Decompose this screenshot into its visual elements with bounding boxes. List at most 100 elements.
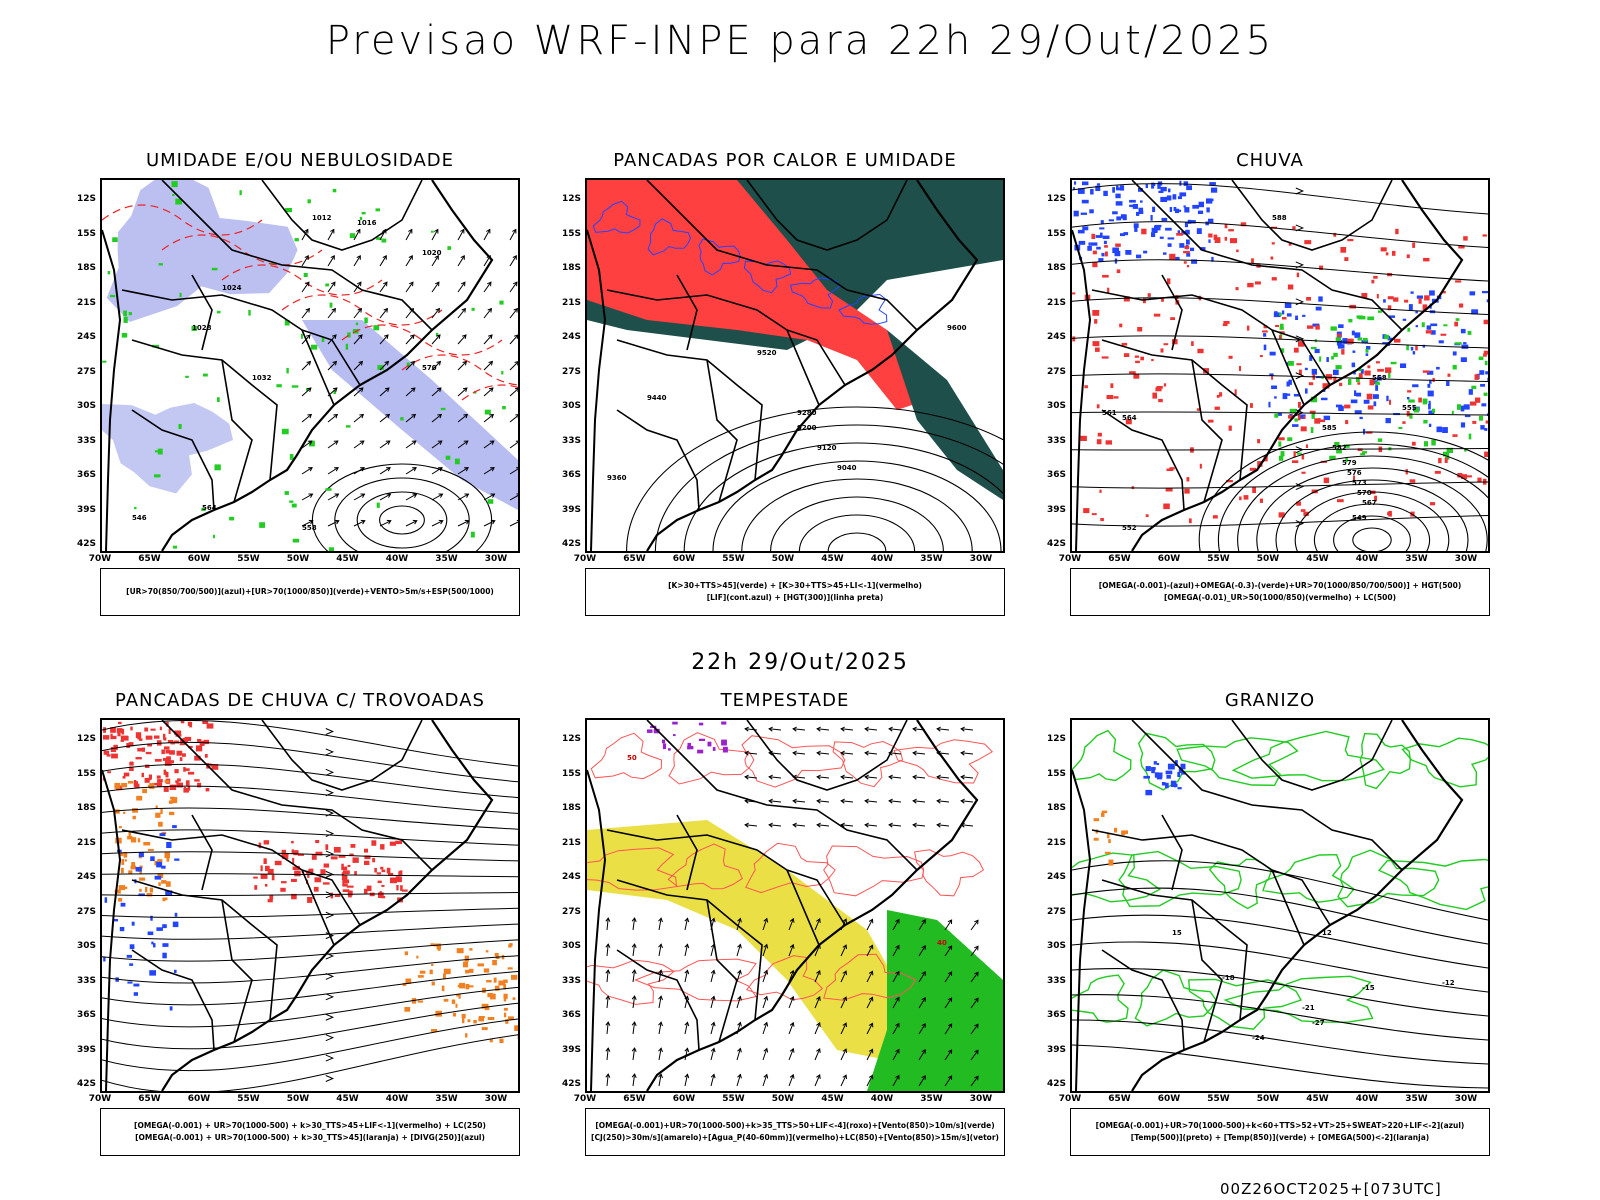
rain-area: [1207, 419, 1214, 423]
rain-area: [1323, 477, 1330, 484]
legend-line: [LIF](cont.azul) + [HGT(300)](linha pret…: [706, 593, 884, 602]
omega-area: [1145, 184, 1148, 189]
contour-label: 1020: [422, 249, 442, 257]
latitude-label: 27S: [76, 906, 96, 917]
wind-vector: [327, 228, 335, 241]
rain-area: [1336, 333, 1342, 337]
wind-vector: [353, 360, 364, 371]
thunderstorm-area: [325, 844, 329, 850]
convection-area: [404, 951, 408, 956]
hail-area: [1156, 762, 1160, 766]
contour-label: 585: [1322, 424, 1337, 432]
height-contour: [798, 514, 916, 551]
divergence-area: [129, 944, 135, 950]
temperature-850-contour: [1223, 975, 1374, 1023]
low-level-humidity: [211, 267, 218, 271]
longitude-label: 40W: [870, 554, 894, 564]
country-border: [746, 180, 908, 251]
thunderstorm-area: [294, 870, 301, 877]
omega-area: [1412, 384, 1419, 388]
longitude-label: 65W: [1108, 554, 1131, 564]
wind-vector: [353, 307, 363, 319]
rain-area: [1300, 509, 1306, 512]
low-level-humidity: [375, 208, 380, 212]
rain-area: [1163, 343, 1169, 346]
thunderstorm-area: [165, 749, 171, 754]
rain-area: [1361, 293, 1368, 299]
severe-convection-area: [697, 749, 704, 754]
wind-vector: [762, 1021, 769, 1035]
wind-vector: [840, 1048, 847, 1061]
wind-vector: [710, 1047, 716, 1061]
low-level-humidity: [112, 237, 118, 243]
wind-vector: [864, 750, 878, 756]
contour-label: 9040: [837, 464, 857, 472]
wind-vector: [684, 917, 690, 931]
wind-vector: [301, 493, 314, 501]
thunderstorm-area: [176, 750, 183, 756]
rain-area: [1102, 274, 1109, 278]
rain-area: [1158, 398, 1163, 403]
latitude-label: 42S: [561, 1079, 581, 1089]
thunderstorm-area: [180, 721, 185, 724]
wind-vector: [892, 1022, 900, 1035]
convection-area: [429, 969, 433, 975]
streamline: [1072, 335, 1488, 349]
thunderstorm-area: [269, 894, 274, 900]
panel-title: PANCADAS POR CALOR E UMIDADE: [613, 150, 957, 171]
contour-label: -18: [1222, 974, 1235, 982]
hail-area: [1151, 767, 1155, 774]
omega-500-area: [1108, 839, 1111, 844]
convection-area: [119, 826, 122, 829]
convection-area: [490, 993, 496, 1000]
thunderstorm-area: [112, 735, 117, 740]
low-level-humidity: [152, 344, 159, 348]
rain-area: [1219, 392, 1223, 397]
temperature-850-contour: [1134, 969, 1217, 1027]
stream-arrow-icon: [325, 809, 335, 817]
rain-area: [1358, 373, 1363, 379]
hail-area: [1153, 761, 1157, 765]
rain-area: [1459, 303, 1464, 308]
wind-vector: [457, 440, 469, 449]
strong-omega-area: [1280, 323, 1284, 330]
convection-area: [481, 1003, 489, 1009]
thunderstorm-area: [341, 875, 348, 881]
rain-area: [1385, 367, 1392, 373]
rain-area: [1252, 487, 1256, 493]
omega-area: [1269, 373, 1274, 376]
thunderstorm-area: [129, 766, 134, 771]
rain-area: [1116, 269, 1121, 274]
country-border: [1271, 329, 1331, 386]
wind-vector: [762, 995, 769, 1009]
wind-vector: [301, 467, 313, 475]
thunderstorm-area: [156, 782, 163, 787]
thunderstorm-area: [354, 871, 357, 876]
country-border: [1161, 814, 1183, 891]
rain-area: [1140, 356, 1144, 361]
low-level-humidity: [381, 238, 387, 243]
wind-vector: [892, 918, 900, 931]
wind-vector: [918, 944, 926, 957]
omega-area: [1157, 183, 1161, 189]
contour-label: 558: [302, 524, 317, 532]
streamline: [1072, 515, 1488, 527]
rain-area: [1301, 471, 1306, 474]
omega-area: [1101, 252, 1105, 257]
low-level-humidity: [332, 188, 337, 193]
wind-vector: [379, 360, 390, 371]
thunderstorm-area: [311, 854, 317, 860]
low-level-humidity: [178, 424, 182, 429]
low-level-humidity: [281, 428, 289, 435]
omega-area: [1402, 318, 1407, 321]
omega-area: [1286, 381, 1290, 387]
rain-area: [1262, 330, 1268, 333]
low-level-humidity: [435, 332, 439, 336]
run-timestamp: 00Z26OCT2025+[073UTC]: [1220, 1180, 1442, 1198]
wind-vector: [483, 519, 496, 527]
rain-area: [1452, 434, 1458, 437]
strong-omega-area: [1422, 398, 1428, 405]
omega-area: [1485, 371, 1488, 375]
convection-area: [157, 859, 163, 862]
convection-area: [493, 977, 497, 983]
